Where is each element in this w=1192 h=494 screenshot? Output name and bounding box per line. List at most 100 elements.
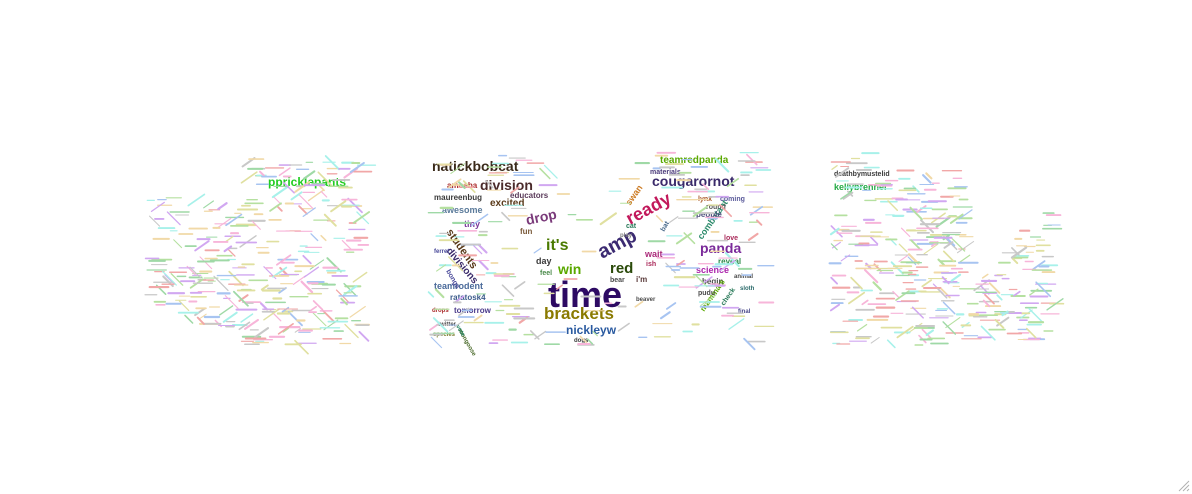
filler-word-mark <box>728 318 745 330</box>
filler-word-mark <box>921 279 933 288</box>
filler-word-mark <box>724 252 740 268</box>
cloud-word: tomorrow <box>454 306 492 315</box>
filler-word-mark <box>320 190 328 198</box>
filler-word-mark <box>856 323 868 332</box>
cloud-word: ferret <box>434 249 449 255</box>
filler-word-mark <box>298 205 308 215</box>
cloud-word: cat <box>626 223 637 230</box>
filler-word-mark <box>340 297 348 306</box>
filler-word-mark <box>310 233 319 242</box>
cloud-word: panda <box>700 240 741 256</box>
filler-word-mark <box>317 171 333 187</box>
filler-word-mark <box>148 215 161 227</box>
filler-word-mark <box>275 254 292 266</box>
filler-word-mark <box>1011 247 1020 256</box>
filler-word-mark <box>278 167 291 177</box>
filler-word-mark <box>834 167 850 178</box>
filler-word-mark <box>1013 290 1021 297</box>
filler-word-mark <box>161 270 177 286</box>
filler-word-mark <box>912 185 920 193</box>
cloud-word: red <box>610 260 633 277</box>
filler-word-mark <box>320 234 327 242</box>
filler-word-mark <box>473 245 483 255</box>
filler-word-mark <box>510 186 520 194</box>
filler-word-mark <box>529 330 540 340</box>
filler-word-mark <box>870 336 880 344</box>
filler-word-mark <box>321 309 336 324</box>
filler-word-mark <box>996 294 1003 301</box>
filler-word-mark <box>312 300 324 311</box>
filler-word-mark <box>1025 327 1037 339</box>
filler-word-mark <box>478 259 489 271</box>
filler-word-mark <box>341 240 353 251</box>
filler-word-mark <box>831 165 838 170</box>
filler-word-mark <box>292 275 307 285</box>
filler-word-mark <box>726 177 740 188</box>
filler-word-mark <box>666 302 677 310</box>
filler-word-mark <box>829 303 841 312</box>
cloud-word: day <box>536 256 552 266</box>
filler-word-mark <box>238 321 251 331</box>
cloud-word: pudu <box>698 290 715 297</box>
cloud-word: dogs <box>574 338 589 344</box>
filler-word-mark <box>1046 298 1064 311</box>
filler-word-mark <box>898 243 908 253</box>
filler-word-mark <box>258 170 266 178</box>
cloud-word: bat <box>660 220 672 233</box>
cloud-word: final <box>738 309 751 315</box>
filler-word-mark <box>988 282 1001 294</box>
filler-word-mark <box>887 200 899 211</box>
cloud-word: natickbobcat <box>432 158 519 174</box>
filler-word-mark <box>276 205 283 212</box>
filler-word-mark <box>941 276 950 285</box>
filler-word-mark <box>909 206 923 221</box>
filler-word-mark <box>669 216 679 224</box>
cloud-word: species <box>433 332 456 338</box>
filler-word-mark <box>869 236 879 245</box>
cloud-word: deathbymustelid <box>834 171 890 178</box>
filler-word-mark <box>675 232 693 245</box>
filler-word-mark <box>943 241 954 249</box>
filler-word-mark <box>253 327 270 339</box>
filler-word-mark <box>150 201 165 213</box>
filler-word-mark <box>840 254 851 262</box>
filler-word-mark <box>326 257 342 273</box>
filler-word-mark <box>692 206 708 218</box>
filler-word-mark <box>427 291 435 298</box>
cloud-word: fun <box>520 227 533 236</box>
filler-word-mark <box>223 245 233 253</box>
filler-word-mark <box>747 232 759 241</box>
cloud-word: begin <box>702 277 723 286</box>
cloud-word: division <box>480 177 533 193</box>
filler-word-mark <box>848 291 866 305</box>
filler-word-mark <box>840 190 853 200</box>
filler-word-mark <box>1010 246 1028 259</box>
cloud-word: teamredpanda <box>660 155 729 166</box>
filler-word-mark <box>277 322 294 335</box>
filler-word-mark <box>310 305 318 312</box>
filler-word-mark <box>287 311 303 327</box>
resize-grip-icon[interactable] <box>1176 478 1190 492</box>
filler-word-mark <box>980 325 996 341</box>
filler-word-mark <box>959 254 971 263</box>
filler-word-mark <box>830 276 839 285</box>
filler-word-mark <box>911 306 924 319</box>
filler-word-mark <box>830 243 838 251</box>
filler-word-mark <box>189 266 202 279</box>
cloud-word: coming <box>720 196 745 203</box>
filler-word-mark <box>910 239 921 250</box>
filler-word-mark <box>1011 257 1019 265</box>
filler-word-mark <box>477 243 488 254</box>
filler-word-mark <box>282 327 290 333</box>
filler-word-mark <box>743 337 756 351</box>
filler-word-mark <box>850 276 863 290</box>
filler-word-mark <box>294 180 311 193</box>
filler-word-mark <box>861 299 869 306</box>
filler-word-mark <box>271 185 290 199</box>
filler-word-mark <box>676 259 685 267</box>
filler-word-mark <box>349 161 365 174</box>
filler-word-mark <box>269 202 282 212</box>
filler-word-mark <box>298 194 314 210</box>
filler-word-mark <box>187 193 206 207</box>
filler-word-mark <box>166 211 181 226</box>
